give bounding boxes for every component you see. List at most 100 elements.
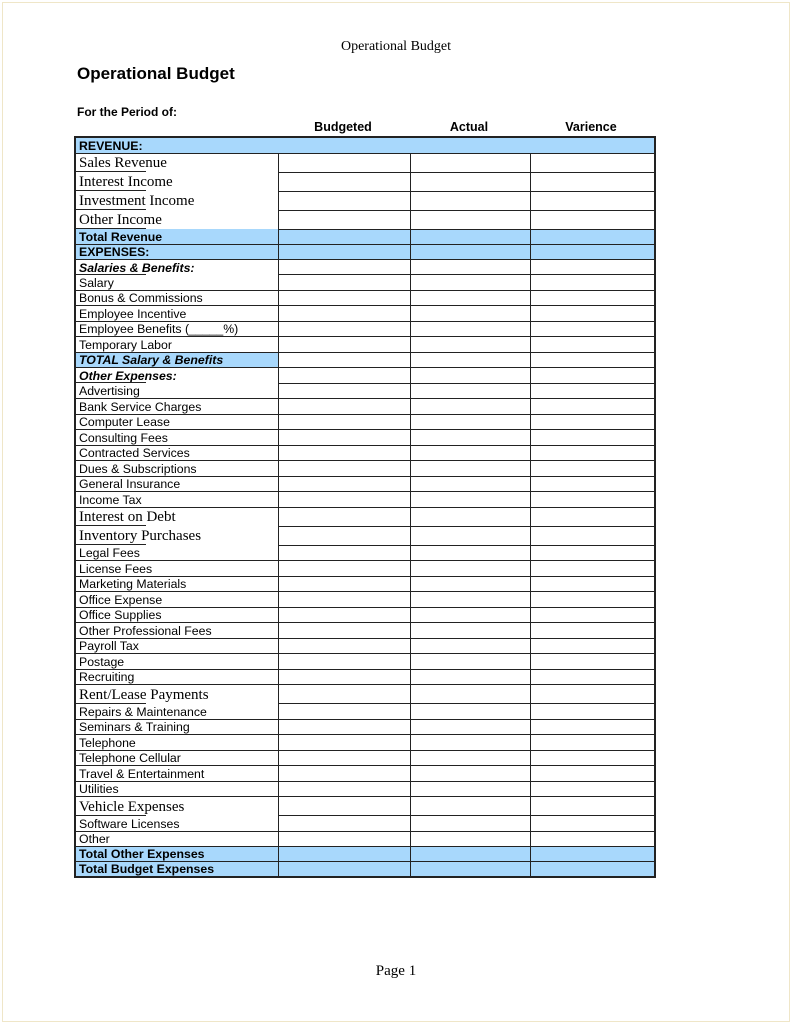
variance-cell[interactable]	[529, 575, 656, 592]
variance-cell[interactable]	[529, 171, 656, 192]
actual-cell[interactable]	[409, 591, 531, 608]
budgeted-cell[interactable]	[277, 846, 411, 862]
variance-cell[interactable]	[529, 398, 656, 415]
actual-cell[interactable]	[409, 190, 531, 211]
variance-cell[interactable]	[529, 506, 656, 527]
actual-cell[interactable]	[409, 830, 531, 847]
variance-cell[interactable]	[529, 475, 656, 492]
budgeted-cell[interactable]	[277, 413, 411, 430]
variance-cell[interactable]	[529, 606, 656, 623]
actual-cell[interactable]	[409, 491, 531, 508]
budgeted-cell[interactable]	[277, 190, 411, 211]
actual-cell[interactable]	[409, 274, 531, 291]
budgeted-cell[interactable]	[277, 367, 411, 384]
variance-cell[interactable]	[529, 591, 656, 608]
actual-cell[interactable]	[409, 668, 531, 685]
actual-cell[interactable]	[409, 637, 531, 654]
actual-cell[interactable]	[409, 749, 531, 766]
actual-cell[interactable]	[409, 703, 531, 720]
budgeted-cell[interactable]	[277, 575, 411, 592]
budgeted-cell[interactable]	[277, 544, 411, 561]
actual-cell[interactable]	[409, 460, 531, 477]
actual-cell[interactable]	[409, 606, 531, 623]
actual-cell[interactable]	[409, 209, 531, 230]
budgeted-cell[interactable]	[277, 780, 411, 797]
actual-cell[interactable]	[409, 846, 531, 862]
actual-cell[interactable]	[409, 243, 531, 260]
variance-cell[interactable]	[529, 413, 656, 430]
budgeted-cell[interactable]	[277, 171, 411, 192]
variance-cell[interactable]	[529, 749, 656, 766]
variance-cell[interactable]	[529, 734, 656, 751]
variance-cell[interactable]	[529, 274, 656, 291]
variance-cell[interactable]	[529, 429, 656, 446]
actual-cell[interactable]	[409, 413, 531, 430]
budgeted-cell[interactable]	[277, 591, 411, 608]
actual-cell[interactable]	[409, 575, 531, 592]
variance-cell[interactable]	[529, 243, 656, 260]
variance-cell[interactable]	[529, 491, 656, 508]
actual-cell[interactable]	[409, 622, 531, 639]
variance-cell[interactable]	[529, 560, 656, 577]
budgeted-cell[interactable]	[277, 622, 411, 639]
budgeted-cell[interactable]	[277, 209, 411, 230]
actual-cell[interactable]	[409, 544, 531, 561]
budgeted-cell[interactable]	[277, 382, 411, 399]
budgeted-cell[interactable]	[277, 429, 411, 446]
budgeted-cell[interactable]	[277, 815, 411, 832]
budgeted-cell[interactable]	[277, 796, 411, 816]
variance-cell[interactable]	[529, 320, 656, 337]
actual-cell[interactable]	[409, 152, 531, 173]
actual-cell[interactable]	[409, 815, 531, 832]
actual-cell[interactable]	[409, 228, 531, 245]
variance-cell[interactable]	[529, 382, 656, 399]
variance-cell[interactable]	[529, 861, 656, 878]
variance-cell[interactable]	[529, 367, 656, 384]
variance-cell[interactable]	[529, 703, 656, 720]
budgeted-cell[interactable]	[277, 289, 411, 306]
budgeted-cell[interactable]	[277, 765, 411, 782]
budgeted-cell[interactable]	[277, 475, 411, 492]
actual-cell[interactable]	[409, 718, 531, 735]
actual-cell[interactable]	[409, 320, 531, 337]
actual-cell[interactable]	[409, 305, 531, 322]
variance-cell[interactable]	[529, 336, 656, 353]
budgeted-cell[interactable]	[277, 749, 411, 766]
budgeted-cell[interactable]	[277, 305, 411, 322]
budgeted-cell[interactable]	[277, 152, 411, 173]
budgeted-cell[interactable]	[277, 734, 411, 751]
actual-cell[interactable]	[409, 351, 531, 368]
variance-cell[interactable]	[529, 668, 656, 685]
variance-cell[interactable]	[529, 209, 656, 230]
variance-cell[interactable]	[529, 684, 656, 704]
variance-cell[interactable]	[529, 796, 656, 816]
budgeted-cell[interactable]	[277, 336, 411, 353]
variance-cell[interactable]	[529, 815, 656, 832]
actual-cell[interactable]	[409, 506, 531, 527]
actual-cell[interactable]	[409, 525, 531, 546]
actual-cell[interactable]	[409, 560, 531, 577]
variance-cell[interactable]	[529, 525, 656, 546]
actual-cell[interactable]	[409, 780, 531, 797]
budgeted-cell[interactable]	[277, 491, 411, 508]
actual-cell[interactable]	[409, 289, 531, 306]
budgeted-cell[interactable]	[277, 398, 411, 415]
variance-cell[interactable]	[529, 718, 656, 735]
budgeted-cell[interactable]	[277, 243, 411, 260]
variance-cell[interactable]	[529, 544, 656, 561]
variance-cell[interactable]	[529, 258, 656, 275]
variance-cell[interactable]	[529, 846, 656, 862]
budgeted-cell[interactable]	[277, 274, 411, 291]
variance-cell[interactable]	[529, 190, 656, 211]
actual-cell[interactable]	[409, 796, 531, 816]
actual-cell[interactable]	[409, 861, 531, 878]
budgeted-cell[interactable]	[277, 560, 411, 577]
actual-cell[interactable]	[409, 444, 531, 461]
actual-cell[interactable]	[409, 336, 531, 353]
variance-cell[interactable]	[529, 765, 656, 782]
budgeted-cell[interactable]	[277, 351, 411, 368]
variance-cell[interactable]	[529, 444, 656, 461]
budgeted-cell[interactable]	[277, 653, 411, 670]
budgeted-cell[interactable]	[277, 718, 411, 735]
actual-cell[interactable]	[409, 684, 531, 704]
